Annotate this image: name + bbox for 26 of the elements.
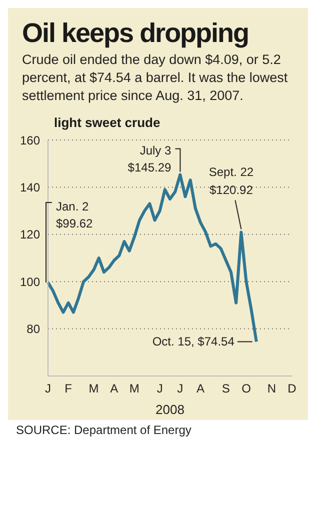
x-tick-label: A <box>196 382 205 396</box>
annotation: Jan. 2 $99.62 <box>56 200 94 230</box>
x-tick-label: F <box>64 382 72 396</box>
annotation: Sept. 22 $120.92 <box>208 165 254 198</box>
y-tick-label: 140 <box>20 180 40 194</box>
chart-subtitle: Crude oil ended the day down $4.09, or 5.2 percent, at $74.54 a barrel. It was the lowest settlement price since Aug. 31, 2007. <box>21 51 289 105</box>
x-tick-label: S <box>222 382 230 396</box>
y-tick-label: 120 <box>20 228 40 242</box>
x-tick-label: J <box>45 382 51 396</box>
x-tick-label: A <box>110 382 118 396</box>
x-tick-label: D <box>288 382 297 396</box>
x-tick-label: J <box>156 382 163 396</box>
y-axis-title: light sweet crude <box>53 114 162 130</box>
x-tick-label: M <box>129 382 140 396</box>
chart-title: Oil keeps dropping <box>21 18 250 49</box>
x-tick-label: O <box>242 382 251 396</box>
y-tick-label: 100 <box>20 274 40 289</box>
annotation: July 3 $145.29 <box>128 144 172 175</box>
x-tick-label: N <box>267 382 276 396</box>
y-tick-label: 160 <box>20 133 40 148</box>
source-note: SOURCE: Department of Energy <box>8 420 308 439</box>
x-tick-label: J <box>177 382 184 396</box>
x-axis-title: 2008 <box>156 402 184 417</box>
annotation: Oct. 15, $74.54 <box>152 334 235 349</box>
y-tick-label: 80 <box>26 322 40 336</box>
x-tick-label: M <box>88 382 99 396</box>
